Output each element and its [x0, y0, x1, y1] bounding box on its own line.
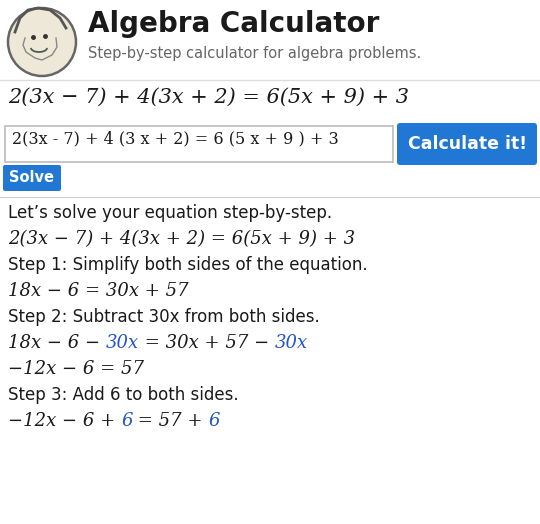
Text: 30x: 30x: [106, 334, 139, 352]
Text: Step 3: Add 6 to both sides.: Step 3: Add 6 to both sides.: [8, 386, 239, 404]
Text: 6: 6: [209, 412, 220, 430]
Text: 6: 6: [121, 412, 132, 430]
Text: 2(3x − 7) + 4(3x + 2) = 6(5x + 9) + 3: 2(3x − 7) + 4(3x + 2) = 6(5x + 9) + 3: [8, 230, 355, 248]
FancyBboxPatch shape: [5, 126, 393, 162]
Text: Step 1: Simplify both sides of the equation.: Step 1: Simplify both sides of the equat…: [8, 256, 368, 274]
Text: Step-by-step calculator for algebra problems.: Step-by-step calculator for algebra prob…: [88, 46, 421, 61]
Text: 2(3x − 7) + 4(3x + 2) = 6(5x + 9) + 3: 2(3x − 7) + 4(3x + 2) = 6(5x + 9) + 3: [8, 88, 409, 107]
Text: Let’s solve your equation step-by-step.: Let’s solve your equation step-by-step.: [8, 204, 332, 222]
Text: 30x: 30x: [275, 334, 308, 352]
Text: Solve: Solve: [10, 170, 55, 185]
Circle shape: [8, 8, 76, 76]
Text: 18x − 6 −: 18x − 6 −: [8, 334, 106, 352]
Text: 18x − 6 = 30x + 57: 18x − 6 = 30x + 57: [8, 282, 188, 300]
Text: = 30x + 57 −: = 30x + 57 −: [139, 334, 275, 352]
Text: Step 2: Subtract 30x from both sides.: Step 2: Subtract 30x from both sides.: [8, 308, 320, 326]
Text: = 57 +: = 57 +: [132, 412, 209, 430]
Text: −12x − 6 = 57: −12x − 6 = 57: [8, 360, 144, 378]
Text: Algebra Calculator: Algebra Calculator: [88, 10, 380, 38]
FancyBboxPatch shape: [3, 165, 61, 191]
Text: 2(3x - 7) + 4 (3 x + 2) = 6 (5 x + 9 ) + 3: 2(3x - 7) + 4 (3 x + 2) = 6 (5 x + 9 ) +…: [12, 130, 339, 147]
Text: Calculate it!: Calculate it!: [408, 135, 526, 153]
FancyBboxPatch shape: [397, 123, 537, 165]
Text: −12x − 6 +: −12x − 6 +: [8, 412, 121, 430]
